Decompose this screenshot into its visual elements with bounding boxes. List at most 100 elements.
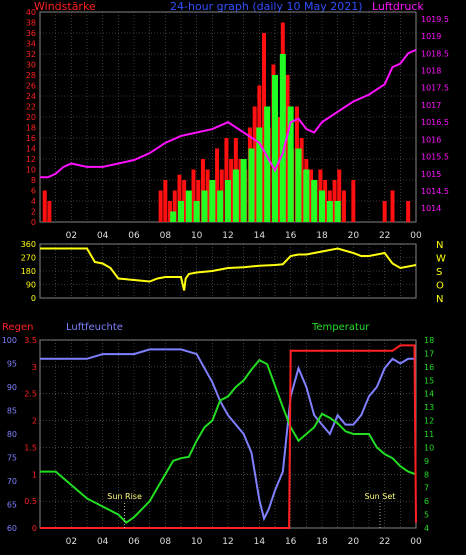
humidity-ytick: 65 [7, 501, 17, 510]
wind-ytick: 40 [26, 8, 36, 17]
humidity-ytick: 90 [7, 383, 17, 392]
temperature-ytick: 12 [424, 417, 434, 426]
humidity-ytick: 85 [7, 407, 17, 416]
dir-ytick: 360 [21, 240, 36, 249]
wind-bar [182, 180, 187, 222]
wind-ytick: 30 [26, 61, 36, 70]
pressure-ytick: 1015 [421, 170, 441, 179]
temperature-ytick: 8 [424, 470, 429, 479]
temperature-ytick: 4 [424, 524, 429, 533]
weather-xtick: 22 [379, 537, 390, 547]
gust-bar [264, 106, 271, 222]
rain-ytick: 1 [32, 470, 37, 479]
temperature-ytick: 15 [424, 376, 434, 385]
wind-bar [323, 180, 328, 222]
weather-xtick: 20 [348, 537, 360, 547]
humidity-axis-title: Luftfeuchte [66, 322, 123, 333]
gust-bar [209, 180, 216, 222]
rain-ytick: 3 [32, 363, 37, 372]
wind-xtick: 16 [285, 231, 297, 241]
gust-bar [256, 127, 263, 222]
temperature-ytick: 11 [424, 430, 434, 439]
sun-annotation: Sun Set [365, 492, 396, 501]
wind-ytick: 36 [26, 29, 36, 38]
wind-ytick: 32 [26, 50, 36, 59]
temperature-ytick: 17 [424, 349, 434, 358]
temperature-axis-title: Temperatur [311, 322, 370, 333]
wind-bar [252, 106, 257, 222]
rain-line [40, 344, 417, 529]
gust-bar [319, 190, 325, 222]
wind-bar [341, 190, 346, 222]
rain-ytick: 3.5 [24, 336, 37, 345]
rain-ytick: 2 [32, 417, 37, 426]
temperature-ytick: 6 [424, 497, 429, 506]
pressure-ytick: 1017.5 [421, 84, 449, 93]
gust-bar [311, 180, 318, 222]
weather-xtick: 14 [254, 537, 266, 547]
dir-compass-label: W [436, 254, 446, 265]
humidity-ytick: 95 [7, 360, 17, 369]
weather-xtick: 04 [97, 537, 109, 547]
wind-ytick: 10 [26, 166, 36, 175]
weather-xtick: 16 [285, 537, 297, 547]
sun-annotation: Sun Rise [107, 492, 142, 501]
dir-compass-label: S [436, 267, 442, 278]
wind-ytick: 2 [31, 208, 36, 217]
humidity-ytick: 100 [2, 336, 17, 345]
pressure-ytick: 1018.5 [421, 49, 449, 58]
temperature-ytick: 5 [424, 511, 429, 520]
weather-xtick: 12 [222, 537, 233, 547]
pressure-ytick: 1017 [421, 101, 441, 110]
gust-bar [272, 75, 278, 222]
wind-bar [382, 201, 387, 222]
temperature-ytick: 7 [424, 484, 429, 493]
rain-ytick: 2.5 [24, 390, 37, 399]
wind-xtick: 12 [222, 231, 233, 241]
chart-title: 24-hour graph (daily 10 May 2021) [170, 0, 363, 13]
pressure-ytick: 1019 [421, 32, 441, 41]
wind-bar [285, 75, 290, 222]
wind-bar [262, 33, 267, 222]
rain-ytick: 0.5 [24, 497, 37, 506]
wind-ytick: 18 [26, 124, 36, 133]
wind-bar [351, 180, 356, 222]
wind-xtick: 08 [160, 231, 172, 241]
wind-bar [299, 138, 304, 222]
weather-xtick: 02 [66, 537, 77, 547]
pressure-ytick: 1014.5 [421, 187, 449, 196]
dir-ytick: 270 [21, 254, 36, 263]
wind-bar [177, 174, 182, 222]
wind-xtick: 04 [97, 231, 109, 241]
rain-axis-title: Regen [2, 322, 34, 333]
gust-bar [201, 190, 208, 222]
wind-bar [215, 148, 220, 222]
pressure-axis-title: Luftdruck [372, 0, 424, 13]
wind-bar [163, 180, 168, 222]
humidity-ytick: 60 [7, 524, 17, 533]
gust-bar [248, 148, 255, 222]
wind-ytick: 24 [26, 92, 36, 101]
wind-xtick: 10 [191, 231, 203, 241]
gust-bar [326, 201, 333, 222]
temperature-ytick: 10 [424, 443, 434, 452]
weather-xtick: 10 [191, 537, 203, 547]
wind-bar [390, 190, 395, 222]
wind-ytick: 14 [26, 145, 36, 154]
temperature-ytick: 14 [424, 390, 434, 399]
gust-bar [232, 169, 239, 222]
wind-bar [172, 190, 177, 222]
humidity-ytick: 70 [7, 477, 17, 486]
weather-xtick: 08 [160, 537, 172, 547]
dir-ytick: 90 [26, 281, 36, 290]
gust-bar [185, 190, 192, 222]
humidity-ytick: 80 [7, 430, 17, 439]
wind-bar [42, 190, 47, 222]
dir-compass-label: N [436, 240, 443, 251]
wind-xtick: 00 [410, 231, 422, 241]
pressure-ytick: 1018 [421, 67, 441, 76]
pressure-ytick: 1019.5 [421, 15, 449, 24]
wind-xtick: 18 [316, 231, 328, 241]
wind-bar [205, 169, 210, 222]
wind-ytick: 26 [26, 82, 36, 91]
